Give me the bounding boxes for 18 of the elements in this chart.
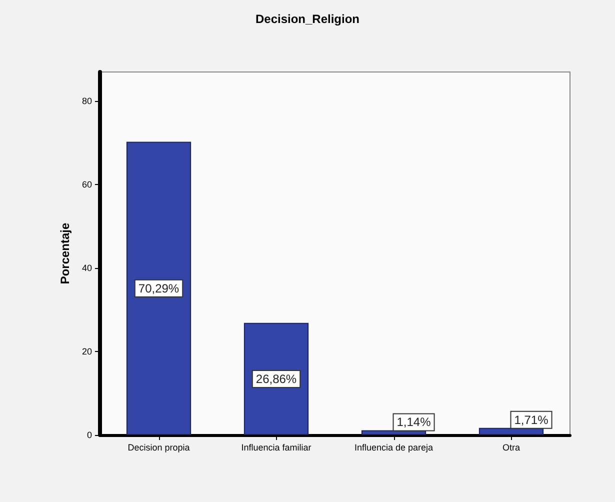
- data-label: 1,71%: [514, 412, 549, 427]
- data-label: 26,86%: [256, 372, 297, 386]
- y-tick-label: 40: [82, 263, 92, 274]
- data-label: 1,14%: [396, 415, 432, 430]
- chart-title: Decision_Religion: [255, 12, 360, 26]
- y-tick-label: 60: [82, 180, 92, 190]
- y-tick-label: 20: [82, 346, 92, 357]
- bar: [126, 142, 192, 435]
- y-tick-label: 0: [86, 430, 92, 440]
- x-tick-label: Decision propia: [128, 442, 190, 452]
- x-tick-label: Otra: [502, 442, 520, 452]
- data-label: 70,29%: [138, 281, 180, 296]
- x-tick-label: Influencia familiar: [241, 442, 312, 452]
- bar: [244, 322, 309, 435]
- x-tick-label: Influencia de pareja: [354, 442, 434, 452]
- y-axis-title: Porcentaje: [58, 222, 72, 284]
- y-tick-label: 80: [82, 96, 92, 106]
- bar: [361, 430, 426, 435]
